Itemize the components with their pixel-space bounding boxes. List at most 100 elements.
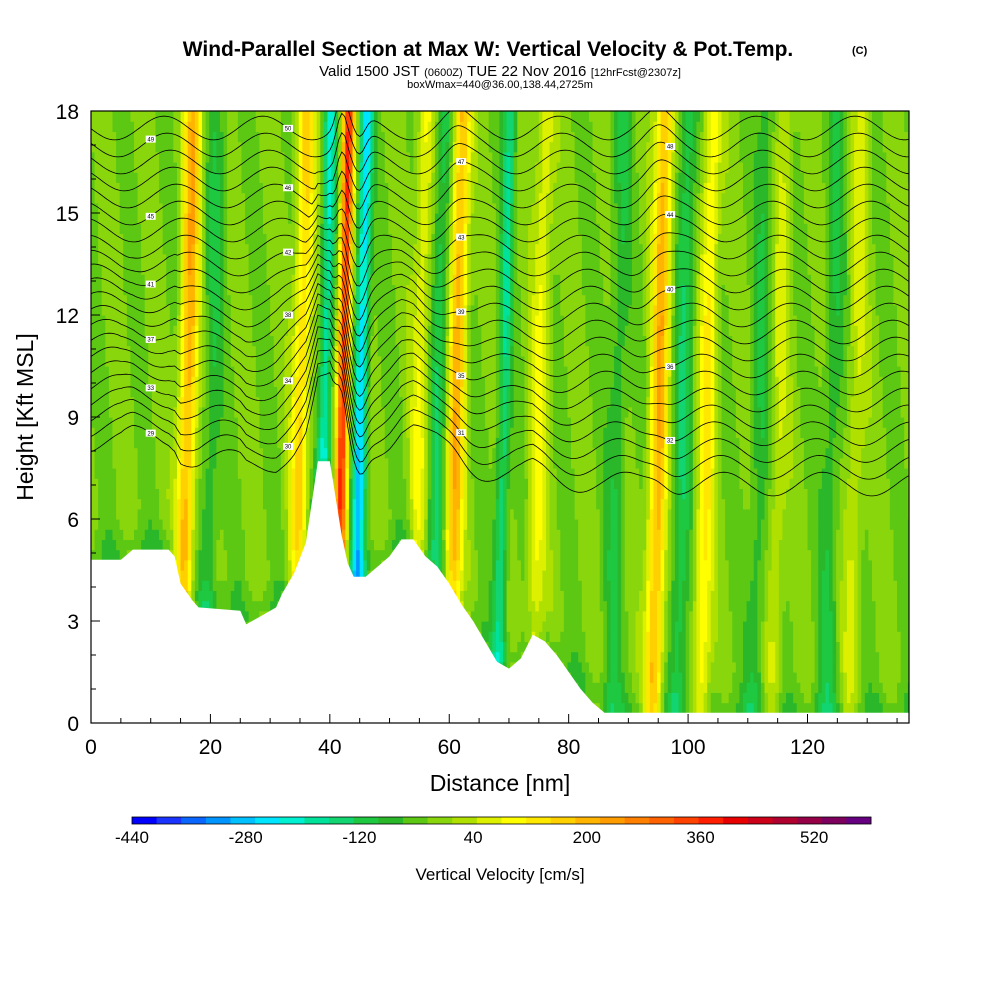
velocity-cell <box>345 182 350 194</box>
velocity-cell <box>327 202 332 214</box>
velocity-cell <box>262 335 268 347</box>
velocity-cell <box>173 151 178 163</box>
velocity-cell <box>352 447 357 459</box>
velocity-cell <box>98 253 103 265</box>
velocity-cell <box>295 437 300 449</box>
velocity-cell <box>370 264 375 275</box>
velocity-cell <box>284 202 289 214</box>
velocity-cell <box>266 396 271 408</box>
velocity-cell <box>198 457 203 469</box>
velocity-cell <box>352 549 357 561</box>
velocity-cell <box>184 304 189 316</box>
velocity-cell <box>191 325 196 336</box>
velocity-cell <box>252 600 257 612</box>
velocity-cell <box>377 498 382 510</box>
velocity-cell <box>184 141 189 153</box>
velocity-cell <box>159 151 164 163</box>
velocity-cell <box>356 121 361 132</box>
velocity-cell <box>341 202 346 214</box>
velocity-cell <box>194 590 200 602</box>
velocity-cell <box>130 519 135 530</box>
velocity-cell <box>338 406 343 418</box>
velocity-cell <box>309 355 314 367</box>
velocity-cell <box>370 457 375 469</box>
velocity-cell <box>94 172 99 183</box>
velocity-cell <box>212 121 217 132</box>
velocity-cell <box>277 406 282 418</box>
velocity-cell <box>356 386 361 398</box>
velocity-cell <box>212 172 217 183</box>
velocity-cell <box>141 417 146 428</box>
velocity-cell <box>216 345 221 357</box>
velocity-cell <box>205 141 210 153</box>
velocity-cell <box>94 345 99 357</box>
velocity-cell <box>212 539 217 551</box>
velocity-cell <box>133 141 139 153</box>
velocity-cell <box>248 508 253 520</box>
velocity-cell <box>334 253 339 265</box>
velocity-cell <box>194 274 200 285</box>
velocity-cell <box>309 253 314 265</box>
velocity-cell <box>155 529 160 540</box>
velocity-cell <box>245 345 250 357</box>
velocity-cell <box>341 406 346 418</box>
velocity-cell <box>298 141 303 153</box>
velocity-cell <box>352 315 357 326</box>
velocity-cell <box>341 519 346 530</box>
velocity-cell <box>374 172 379 183</box>
velocity-cell <box>331 417 336 428</box>
velocity-cell <box>334 355 339 367</box>
velocity-cell <box>341 488 346 500</box>
velocity-cell <box>155 233 160 245</box>
velocity-cell <box>255 488 260 500</box>
velocity-cell <box>241 488 246 500</box>
velocity-cell <box>298 519 303 530</box>
velocity-cell <box>126 437 131 449</box>
velocity-cell <box>184 468 189 479</box>
velocity-cell <box>202 539 207 551</box>
velocity-cell <box>277 172 282 183</box>
velocity-cell <box>223 498 228 510</box>
velocity-cell <box>219 366 225 377</box>
velocity-cell <box>252 213 257 224</box>
velocity-cell <box>341 264 346 275</box>
velocity-cell <box>284 274 289 285</box>
velocity-cell <box>377 417 382 428</box>
velocity-cell <box>245 253 250 265</box>
velocity-cell <box>348 498 354 510</box>
velocity-cell <box>137 498 142 510</box>
velocity-cell <box>133 376 139 387</box>
velocity-cell <box>291 233 296 245</box>
velocity-cell <box>295 386 300 398</box>
velocity-cell <box>123 437 128 449</box>
velocity-cell <box>252 590 257 602</box>
velocity-cell <box>162 243 167 255</box>
velocity-cell <box>381 172 386 183</box>
velocity-cell <box>202 253 207 265</box>
velocity-cell <box>320 345 325 357</box>
velocity-cell <box>270 131 275 143</box>
velocity-cell <box>234 396 239 408</box>
velocity-cell <box>320 182 325 194</box>
velocity-cell <box>331 294 336 306</box>
velocity-cell <box>270 457 275 469</box>
velocity-cell <box>151 539 157 551</box>
velocity-cell <box>191 549 196 561</box>
velocity-cell <box>137 213 142 224</box>
velocity-cell <box>327 366 332 377</box>
velocity-cell <box>173 172 178 183</box>
velocity-cell <box>259 539 264 551</box>
velocity-cell <box>277 345 282 357</box>
velocity-cell <box>155 345 160 357</box>
velocity-cell <box>173 192 178 204</box>
velocity-cell <box>313 447 318 459</box>
subtitle-valid: Valid 1500 JST <box>319 63 420 80</box>
velocity-cell <box>144 417 149 428</box>
velocity-cell <box>248 121 253 132</box>
velocity-cell <box>320 274 325 285</box>
velocity-cell <box>302 386 307 398</box>
velocity-cell <box>338 345 343 357</box>
velocity-cell <box>141 253 146 265</box>
velocity-cell <box>180 233 185 245</box>
velocity-cell <box>130 376 135 387</box>
